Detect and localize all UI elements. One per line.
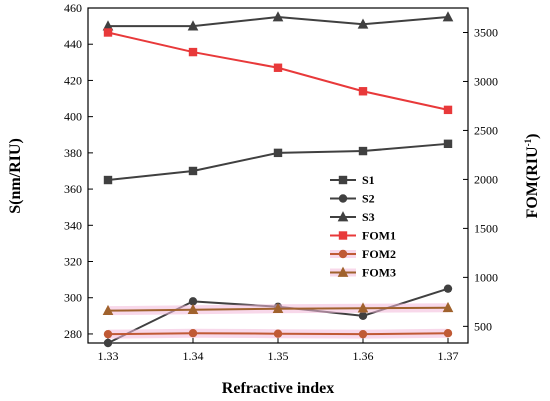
- axis-ticks: 1.33 1.34 1.35 1.36 1.37 280 300 320 340 360 380 40…: [64, 1, 498, 363]
- y-axis-left-title: S(nm/RIU): [7, 138, 24, 214]
- series-s3: [102, 11, 454, 31]
- legend-fom1-label: FOM1: [362, 229, 396, 243]
- series-fom1-point: [188, 47, 198, 57]
- y-left-tick-label: 440: [64, 37, 82, 51]
- series-layer: [102, 11, 454, 348]
- y-left-tick-label: 400: [64, 110, 82, 124]
- series-fom2-point: [358, 329, 368, 339]
- legend-s3-label: S3: [362, 210, 375, 224]
- series-fom1-point: [358, 87, 368, 96]
- series-s3-point: [272, 11, 284, 22]
- legend-s1-marker: [338, 175, 348, 185]
- series-fom3-point: [357, 302, 369, 313]
- y-left-tick-label: 360: [64, 182, 82, 196]
- y-left-tick-label: 460: [64, 1, 82, 15]
- series-fom3-point: [442, 301, 454, 313]
- series-s3-point: [102, 20, 114, 31]
- series-s1-point: [358, 146, 368, 156]
- y-left-tick-label: 300: [64, 291, 82, 305]
- series-fom2: [103, 328, 453, 339]
- series-fom1: [103, 28, 453, 115]
- legend-s2-marker: [338, 194, 348, 203]
- legend-s1-label: S1: [362, 173, 375, 187]
- series-s1-point: [273, 148, 283, 158]
- x-tick-label: 1.33: [98, 349, 119, 363]
- series-fom1-point: [103, 28, 113, 37]
- y-right-tick-label: 2000: [474, 172, 498, 186]
- y-left-tick-label: 380: [64, 146, 82, 160]
- series-fom3-point: [272, 302, 284, 314]
- y-axis-right-title: FOM(RIU-1): [523, 134, 541, 219]
- x-axis-title: Refractive index: [222, 380, 334, 397]
- series-fom2-point: [103, 329, 113, 339]
- series-fom1-point: [443, 105, 453, 115]
- y-axis-right-title-sup: -1: [523, 138, 533, 146]
- legend-fom3-marker: [337, 266, 349, 277]
- series-s1-point: [443, 139, 453, 149]
- y-axis-right-title-close: ): [524, 134, 541, 139]
- y-right-tick-label: 500: [474, 319, 492, 333]
- series-fom2-point: [273, 329, 283, 338]
- legend: S1 S2 S3 FOM1 FOM2 FOM3: [330, 173, 396, 280]
- series-fom3-point: [102, 304, 114, 316]
- series-s2-point: [443, 284, 453, 293]
- legend-fom2-label: FOM2: [362, 247, 396, 261]
- y-left-tick-label: 340: [64, 218, 82, 232]
- series-s2-point: [188, 297, 198, 306]
- y-right-tick-label: 1000: [474, 270, 498, 284]
- y-left-tick-label: 420: [64, 73, 82, 87]
- y-left-tick-label: 320: [64, 255, 82, 269]
- series-fom2-point: [443, 329, 453, 338]
- legend-fom3-label: FOM3: [362, 266, 396, 280]
- y-right-tick-label: 1500: [474, 221, 498, 235]
- x-tick-label: 1.37: [438, 349, 459, 363]
- x-tick-label: 1.34: [183, 349, 204, 363]
- legend-s3-marker: [337, 211, 349, 222]
- series-s3-point: [187, 20, 199, 31]
- legend-fom2-marker: [338, 249, 348, 259]
- y-right-tick-label: 2500: [474, 123, 498, 137]
- series-s2-point: [103, 338, 113, 348]
- series-fom1-point: [273, 63, 283, 72]
- series-fom3: [102, 301, 454, 316]
- x-tick-label: 1.36: [353, 349, 374, 363]
- y-right-tick-label: 3500: [474, 25, 498, 39]
- y-right-tick-label: 3000: [474, 74, 498, 88]
- legend-fom1-marker: [338, 231, 348, 240]
- series-s3-point: [442, 11, 454, 22]
- series-fom3-point: [187, 303, 199, 315]
- y-left-tick-label: 280: [64, 327, 82, 341]
- series-s3-point: [357, 18, 369, 29]
- series-s1-point: [103, 175, 113, 185]
- series-s1-point: [188, 166, 198, 176]
- x-tick-label: 1.35: [268, 349, 289, 363]
- series-s2-point: [358, 311, 368, 321]
- legend-s2-label: S2: [362, 192, 375, 206]
- series-s1: [103, 139, 453, 185]
- series-fom2-point: [188, 329, 198, 338]
- y-axis-right-title-base: FOM(RIU: [524, 146, 541, 218]
